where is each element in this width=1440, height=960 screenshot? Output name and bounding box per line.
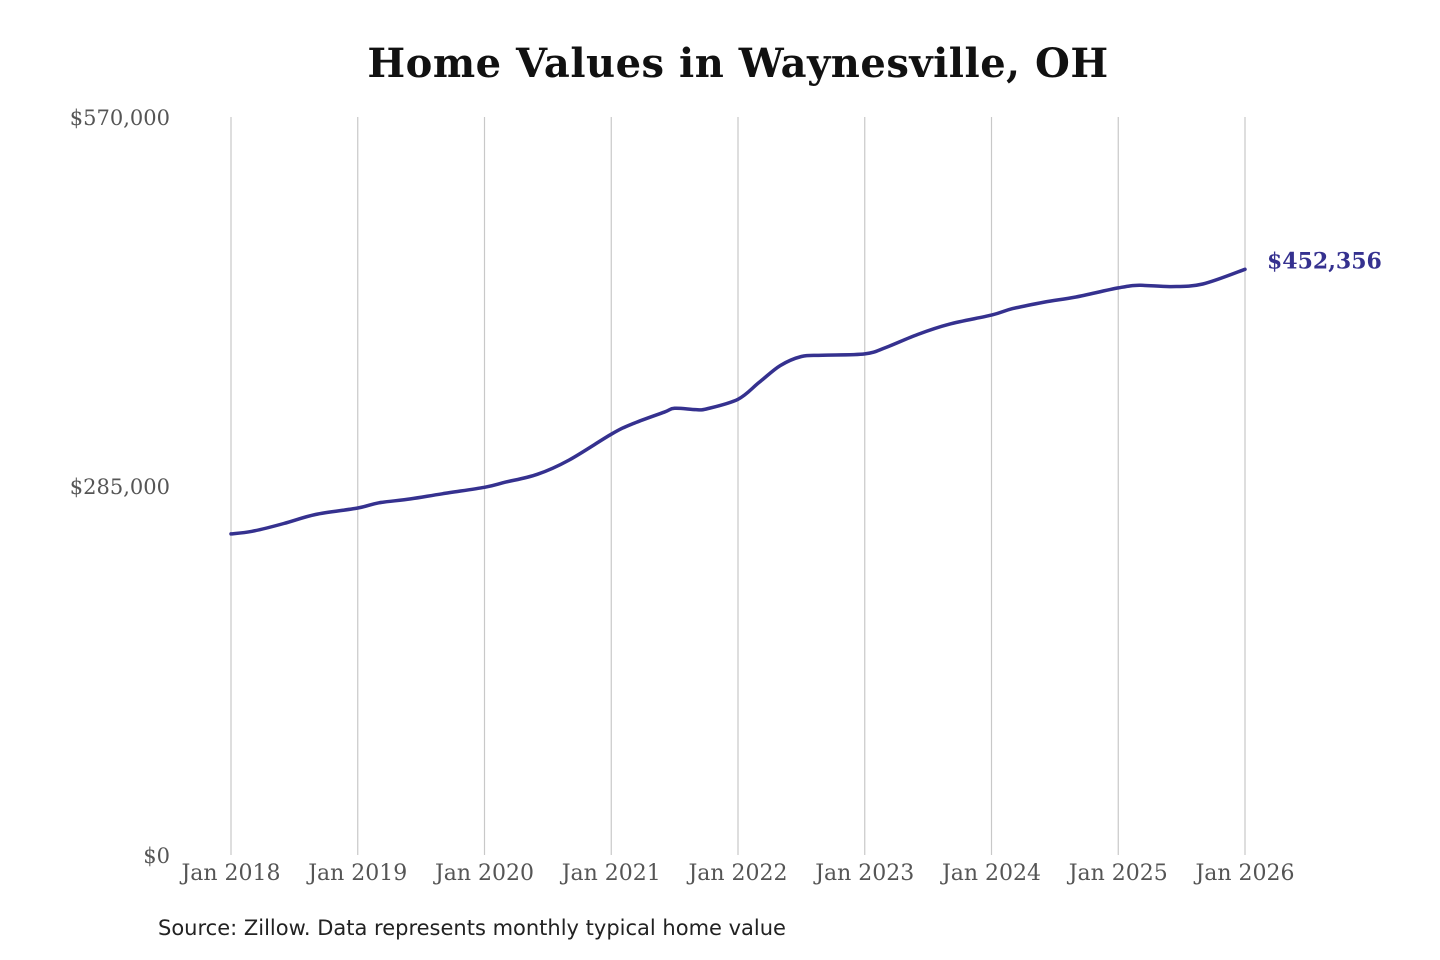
y-tick-label: $0 bbox=[143, 844, 170, 868]
x-tick-label: Jan 2023 bbox=[813, 861, 914, 886]
x-tick-label: Jan 2020 bbox=[433, 861, 534, 886]
x-tick-label: Jan 2026 bbox=[1193, 861, 1294, 886]
end-value-label: $452,356 bbox=[1267, 248, 1382, 274]
end-label-layer: $452,356 bbox=[1267, 248, 1382, 274]
grid-lines bbox=[230, 117, 1246, 855]
series-layer bbox=[229, 267, 1247, 536]
x-tick-label: Jan 2018 bbox=[179, 861, 280, 886]
source-note: Source: Zillow. Data represents monthly … bbox=[158, 916, 786, 940]
x-tick-label: Jan 2019 bbox=[306, 861, 407, 886]
series-line bbox=[229, 267, 1247, 536]
x-axis-ticks: Jan 2018 Jan 2019 Jan 2020 Jan 2021 Jan 2022… bbox=[179, 861, 1294, 886]
y-tick-label: $570,000 bbox=[70, 106, 170, 130]
x-tick-label: Jan 2025 bbox=[1067, 861, 1168, 886]
x-tick-label: Jan 2021 bbox=[560, 861, 661, 886]
y-axis-ticks: $0 $285,000 $570,000 bbox=[70, 106, 170, 868]
x-tick-label: Jan 2022 bbox=[686, 861, 787, 886]
chart-title: Home Values in Waynesville, OH bbox=[367, 40, 1109, 87]
y-tick-label: $285,000 bbox=[70, 475, 170, 499]
x-tick-label: Jan 2024 bbox=[940, 861, 1041, 886]
